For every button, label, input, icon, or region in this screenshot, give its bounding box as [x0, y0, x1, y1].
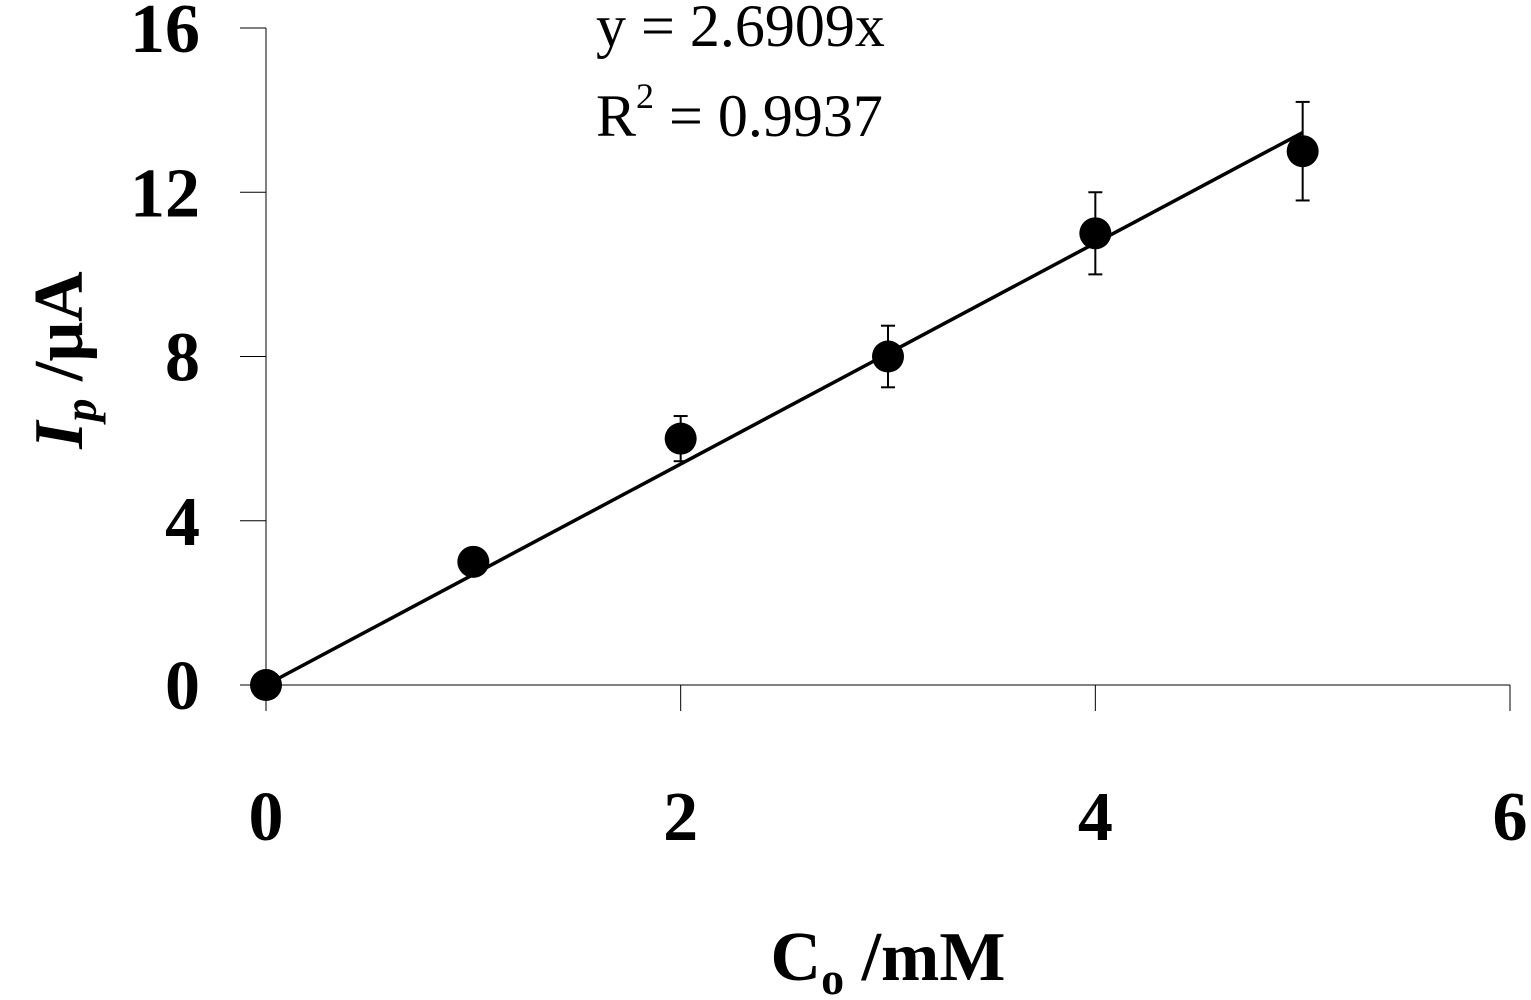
data-point: [664, 422, 697, 455]
data-point: [1079, 217, 1112, 250]
y-axis-title-subscript: p: [55, 398, 106, 425]
r-squared-label: R2 = 0.9937: [596, 76, 883, 149]
x-tick-label: 6: [1493, 779, 1528, 856]
data-point: [872, 340, 904, 373]
trendline: [265, 130, 1304, 687]
r-squared-value: = 0.9937: [654, 83, 883, 149]
x-tick-label: 0: [249, 779, 284, 856]
y-tick-label: 4: [165, 484, 200, 561]
r-squared-letter: R: [596, 83, 636, 149]
x-tick-label: 2: [663, 779, 698, 856]
y-axis-ticks: 0 4 8 12 16: [130, 0, 266, 725]
y-tick-label: 12: [130, 155, 200, 232]
error-bars: [673, 100, 1310, 463]
trendline-group: [265, 130, 1304, 687]
y-axis-title-main: I: [21, 419, 98, 450]
y-tick-label: 0: [165, 648, 200, 725]
y-tick-label: 8: [165, 320, 200, 397]
y-tick-label: 16: [130, 0, 200, 68]
data-points: [250, 135, 1319, 701]
x-tick-label: 4: [1078, 779, 1113, 856]
x-axis-title-main: C: [771, 919, 822, 996]
trendline-equation: y = 2.6909x: [596, 0, 885, 59]
x-axis-title-subscript: o: [821, 953, 844, 1000]
r-squared-superscript: 2: [636, 76, 654, 116]
x-axis-ticks: 0 2 4 6: [249, 685, 1528, 856]
y-axis-title: Ip /μA: [21, 271, 106, 450]
x-axis-title: Co /mM: [771, 919, 1006, 1000]
x-axis-title-unit: /mM: [844, 919, 1005, 996]
data-point: [250, 669, 282, 701]
data-point: [457, 545, 490, 578]
data-point: [1286, 135, 1319, 168]
y-axis-title-unit: /μA: [21, 271, 98, 399]
